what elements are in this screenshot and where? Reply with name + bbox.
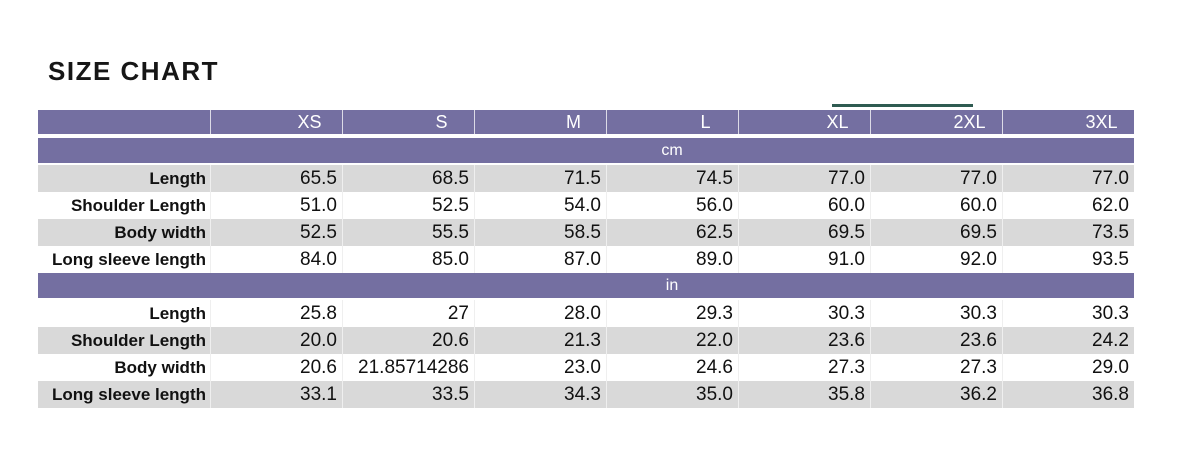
cell-xs: 20.0 [210,327,342,354]
unit-label-cm: cm [661,142,683,159]
table-row-in-long-sleeve-length: Long sleeve length 33.1 33.5 34.3 35.0 3… [38,381,1134,408]
row-label: Long sleeve length [52,385,206,404]
header-cell-l: L [606,110,738,134]
row-label: Length [149,304,206,323]
row-label: Body width [114,358,206,377]
cell-xs: 65.5 [210,165,342,192]
band-spacer [38,273,210,298]
header-corner-cell [38,110,210,134]
cell-3xl: 24.2 [1002,327,1134,354]
cell-2xl: 30.3 [870,300,1002,327]
table-row-in-length: Length 25.8 27 28.0 29.3 30.3 30.3 30.3 [38,300,1134,327]
size-header-row: XS S M L XL 2XL 3XL [38,104,1134,134]
cell-xs: 52.5 [210,219,342,246]
cell-3xl: 77.0 [1002,165,1134,192]
cell-xs: 84.0 [210,246,342,273]
table-row-cm-length: Length 65.5 68.5 71.5 74.5 77.0 77.0 77.… [38,165,1134,192]
cell-l: 22.0 [606,327,738,354]
cell-2xl: 60.0 [870,192,1002,219]
cell-l: 62.5 [606,219,738,246]
cell-l: 29.3 [606,300,738,327]
cell-l: 74.5 [606,165,738,192]
cell-selection-border [832,104,973,107]
cell-3xl: 93.5 [1002,246,1134,273]
cell-s: 21.85714286 [342,354,474,381]
header-cell-3xl: 3XL [1002,110,1134,134]
header-cell-xs: XS [210,110,342,134]
row-label: Shoulder Length [70,196,206,215]
cell-m: 71.5 [474,165,606,192]
row-label: Long sleeve length [52,250,206,269]
cell-m: 54.0 [474,192,606,219]
cell-m: 28.0 [474,300,606,327]
section-band-in: in [38,273,1134,300]
cell-m: 34.3 [474,381,606,408]
cell-s: 20.6 [342,327,474,354]
unit-label-in: in [665,277,679,294]
header-cell-s: S [342,110,474,134]
cell-l: 56.0 [606,192,738,219]
cell-s: 33.5 [342,381,474,408]
header-cell-m: M [474,110,606,134]
cell-l: 24.6 [606,354,738,381]
cell-xl: 35.8 [738,381,870,408]
table-row-in-body-width: Body width 20.6 21.85714286 23.0 24.6 27… [38,354,1134,381]
cell-xs: 51.0 [210,192,342,219]
cell-3xl: 73.5 [1002,219,1134,246]
cell-2xl: 23.6 [870,327,1002,354]
cell-2xl: 77.0 [870,165,1002,192]
cell-xl: 60.0 [738,192,870,219]
cell-3xl: 30.3 [1002,300,1134,327]
row-label: Shoulder Length [70,331,206,350]
page-title: SIZE CHART [48,56,219,86]
cell-xl: 77.0 [738,165,870,192]
cell-s: 52.5 [342,192,474,219]
row-label: Length [149,169,206,188]
table-row-cm-long-sleeve-length: Long sleeve length 84.0 85.0 87.0 89.0 9… [38,246,1134,273]
cell-s: 55.5 [342,219,474,246]
cell-m: 87.0 [474,246,606,273]
cell-2xl: 36.2 [870,381,1002,408]
cell-s: 85.0 [342,246,474,273]
table-row-cm-body-width: Body width 52.5 55.5 58.5 62.5 69.5 69.5… [38,219,1134,246]
cell-m: 58.5 [474,219,606,246]
cell-2xl: 27.3 [870,354,1002,381]
cell-3xl: 29.0 [1002,354,1134,381]
size-chart-table: XS S M L XL 2XL 3XL cm Length 65.5 68.5 … [38,104,1134,408]
header-cell-xl: XL [738,110,870,134]
cell-2xl: 92.0 [870,246,1002,273]
cell-l: 35.0 [606,381,738,408]
cell-xl: 91.0 [738,246,870,273]
cell-xs: 20.6 [210,354,342,381]
cell-m: 21.3 [474,327,606,354]
cell-xl: 27.3 [738,354,870,381]
cell-3xl: 62.0 [1002,192,1134,219]
cell-xs: 33.1 [210,381,342,408]
section-band-cm: cm [38,138,1134,165]
cell-xs: 25.8 [210,300,342,327]
table-row-in-shoulder-length: Shoulder Length 20.0 20.6 21.3 22.0 23.6… [38,327,1134,354]
table-row-cm-shoulder-length: Shoulder Length 51.0 52.5 54.0 56.0 60.0… [38,192,1134,219]
row-label: Body width [114,223,206,242]
cell-xl: 30.3 [738,300,870,327]
cell-s: 27 [342,300,474,327]
header-cell-2xl: 2XL [870,110,1002,134]
cell-xl: 69.5 [738,219,870,246]
band-spacer [38,138,210,163]
cell-m: 23.0 [474,354,606,381]
cell-l: 89.0 [606,246,738,273]
cell-s: 68.5 [342,165,474,192]
cell-3xl: 36.8 [1002,381,1134,408]
cell-2xl: 69.5 [870,219,1002,246]
cell-xl: 23.6 [738,327,870,354]
